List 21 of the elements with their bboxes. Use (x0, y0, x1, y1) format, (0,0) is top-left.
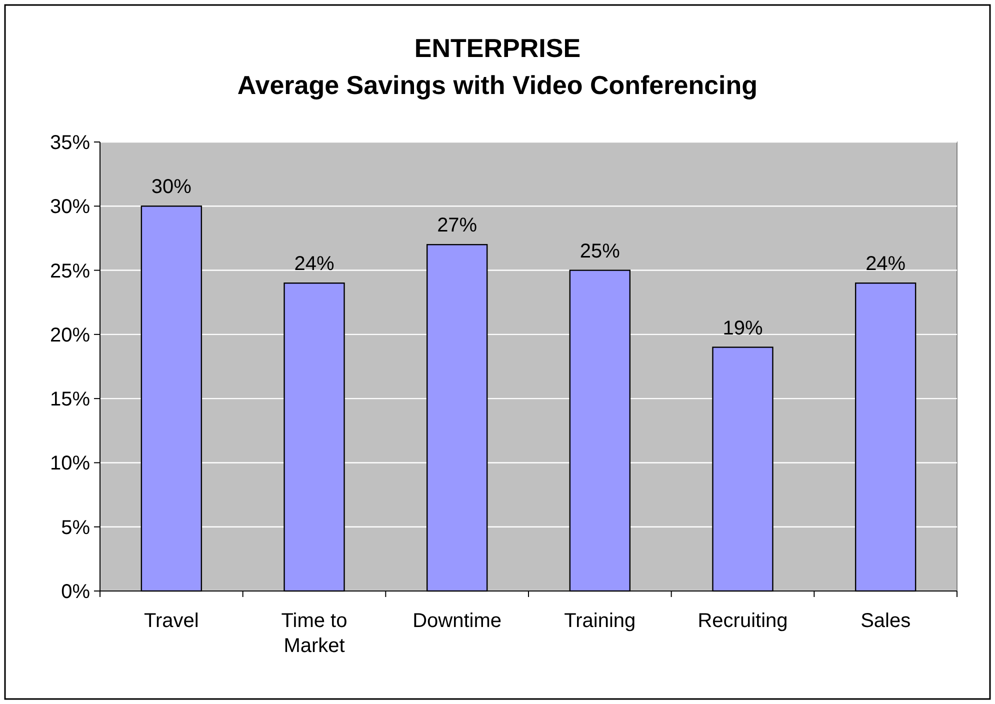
data-label: 25% (580, 240, 620, 262)
y-tick-label: 25% (50, 260, 90, 282)
y-tick-label: 30% (50, 196, 90, 218)
data-label: 27% (437, 214, 478, 237)
data-label: 19% (722, 317, 763, 340)
x-tick-label: Sales (860, 610, 911, 632)
y-tick-label: 5% (61, 516, 90, 539)
x-tick-label: Travel (144, 610, 199, 632)
chart-title: ENTERPRISE Average Savings with Video Conferencing (237, 33, 758, 100)
x-tick-label: Training (564, 610, 636, 632)
data-label: 24% (294, 253, 334, 276)
data-label: 30% (151, 176, 192, 198)
y-tick-label: 0% (61, 581, 90, 603)
x-tick-label: Time to Market (281, 610, 348, 657)
x-tick-label: Recruiting (698, 610, 788, 632)
x-tick-label: Downtime (412, 610, 502, 632)
y-tick-label: 10% (50, 452, 90, 475)
y-tick-label: 35% (50, 132, 90, 154)
y-tick-label: 15% (50, 388, 90, 411)
data-label: 24% (866, 253, 906, 276)
y-tick-label: 20% (50, 324, 90, 346)
